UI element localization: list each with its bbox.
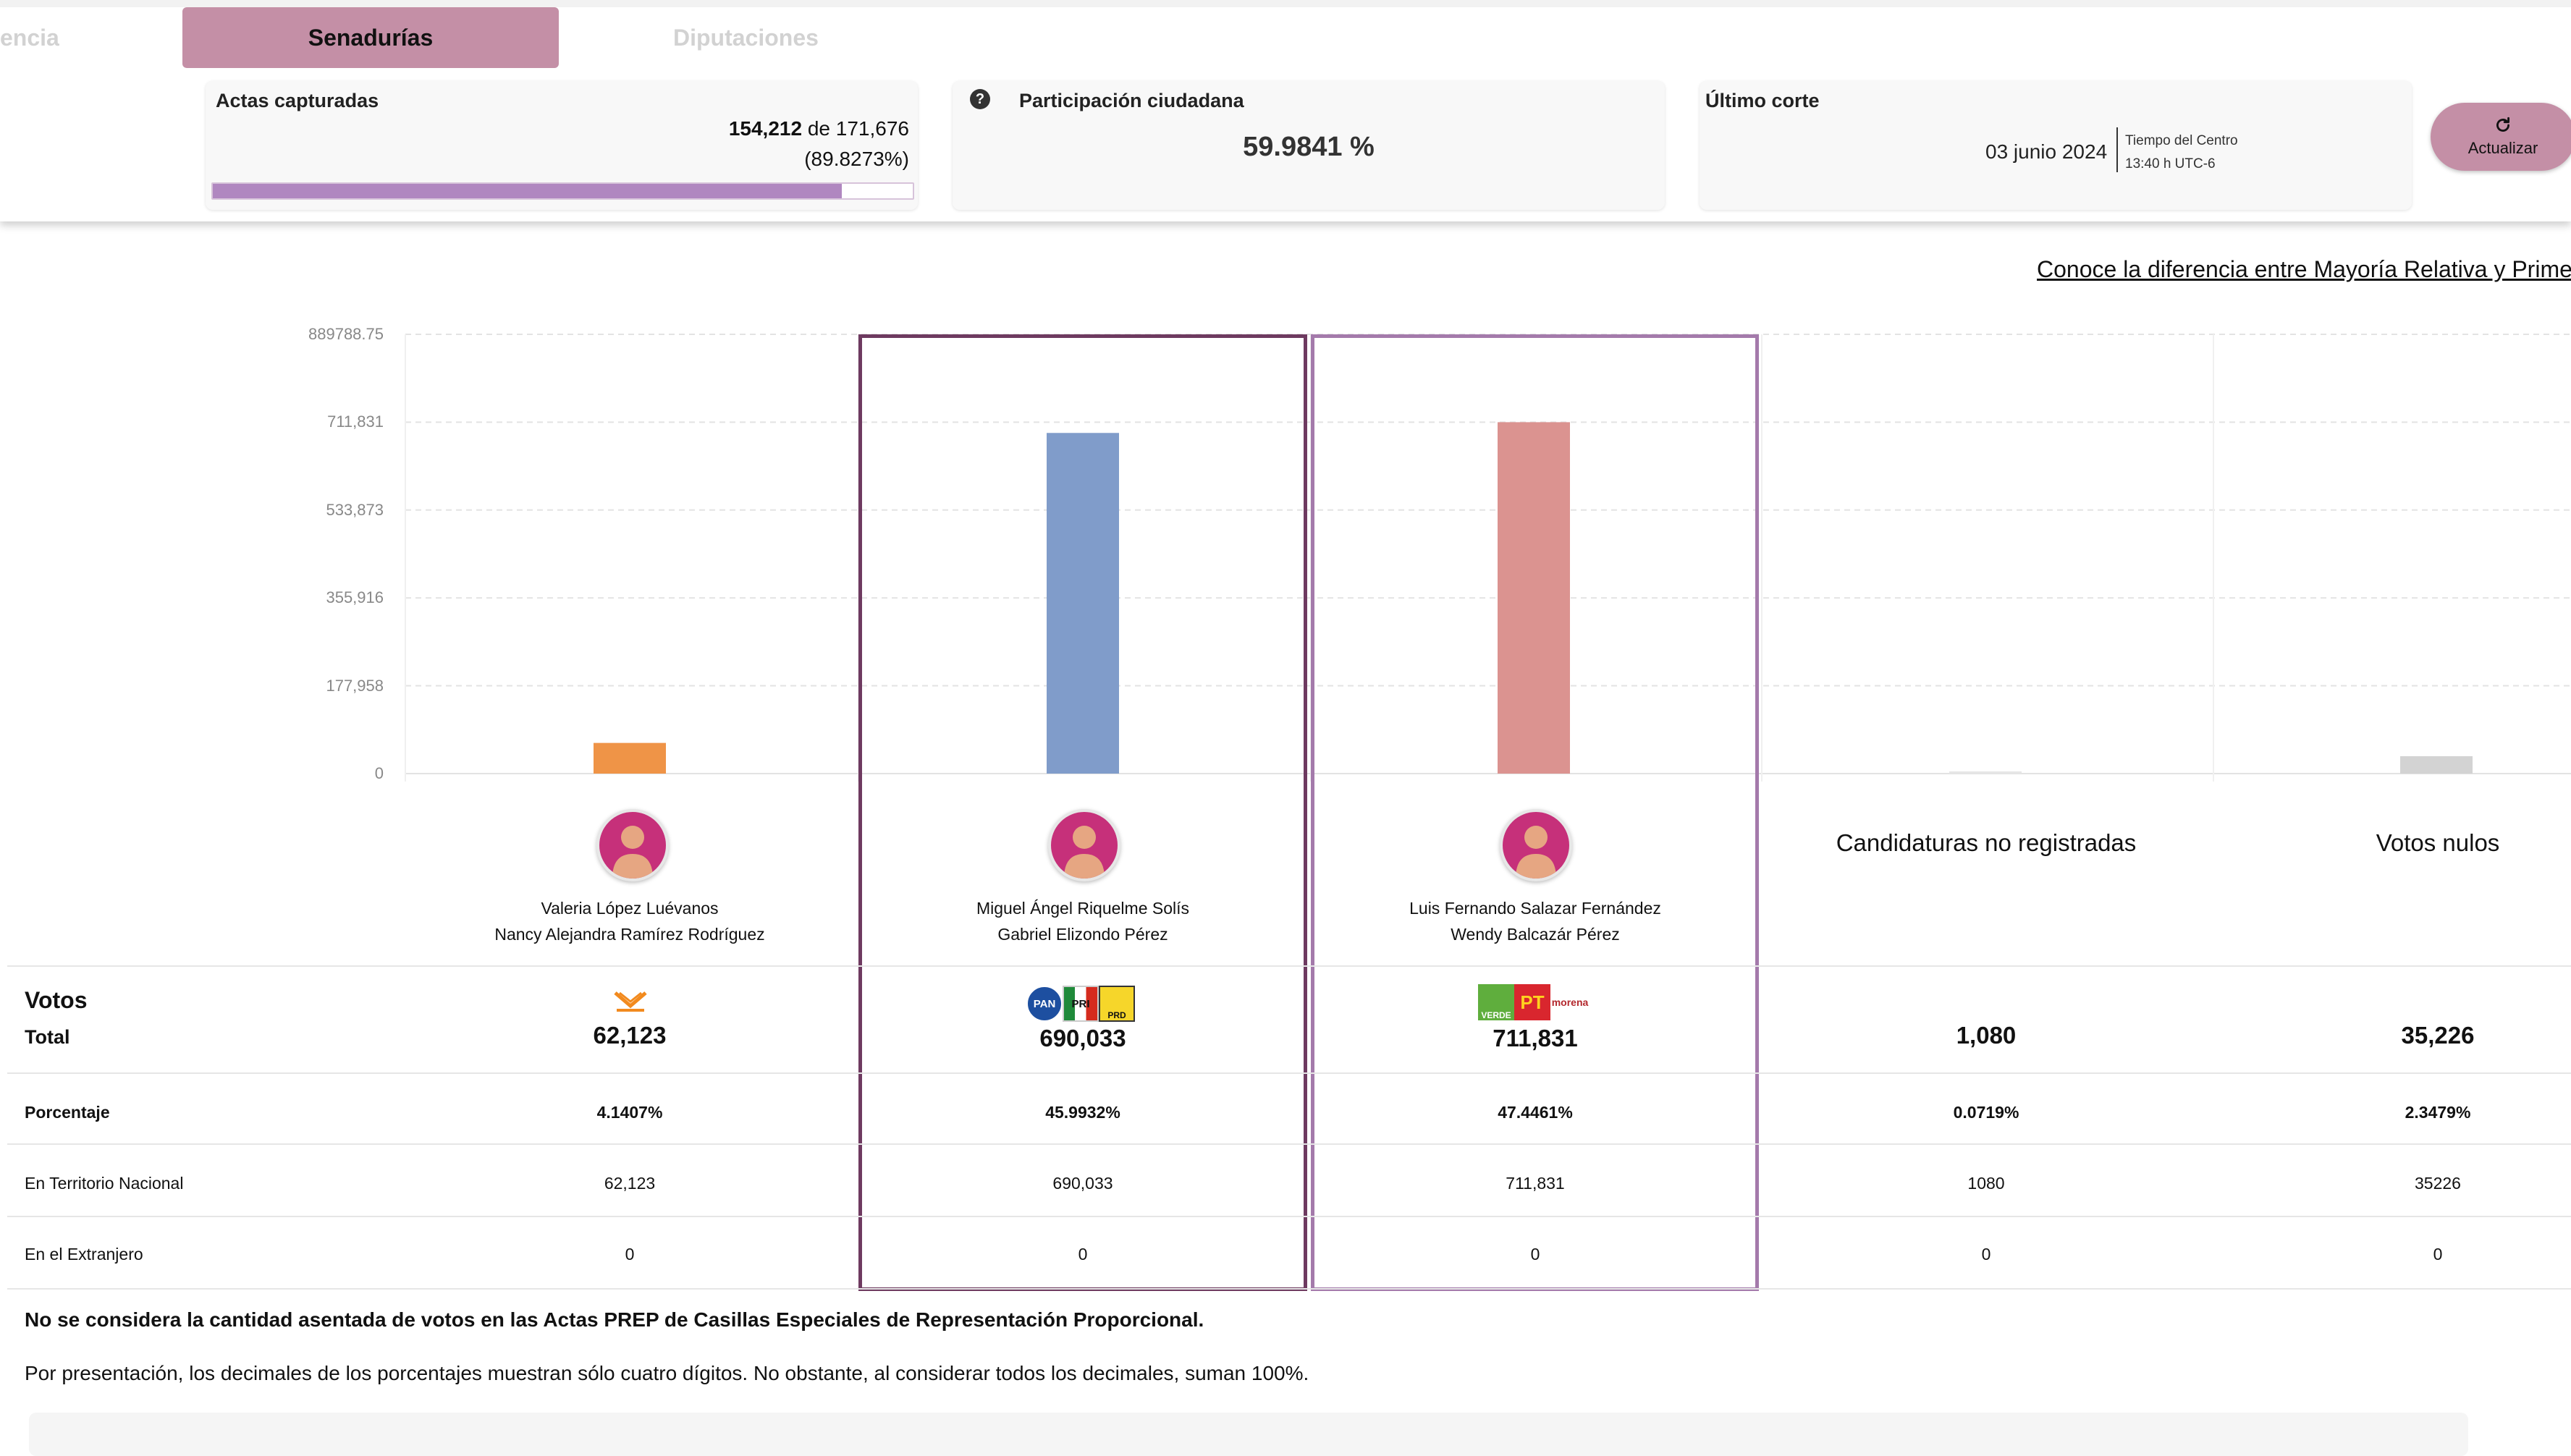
candidate-names-1: Valeria López Luévanos Nancy Alejandra R…	[405, 895, 854, 947]
top-divider	[0, 0, 2571, 7]
extranjero-2: 0	[1078, 1245, 1088, 1264]
last-cut-title: Último corte	[1705, 90, 1820, 111]
results-header: encia Senadurías Diputaciones Actas capt…	[0, 0, 2571, 221]
mayoria-relativa-link[interactable]: Conoce la diferencia entre Mayoría Relat…	[2037, 256, 2571, 282]
actas-progress-bar	[211, 182, 914, 200]
last-cut-divider	[2116, 127, 2118, 172]
chart-bar-3[interactable]	[1498, 422, 1570, 774]
morena-logo: morena	[1551, 996, 1589, 1008]
chart-bar-5[interactable]	[2400, 755, 2473, 774]
chart-bar-1[interactable]	[594, 742, 666, 774]
y-tick-label: 711,831	[327, 412, 384, 431]
coalition-logos-2: PAN PRI PRD	[1026, 986, 1138, 1022]
extranjero-4: 0	[1981, 1245, 1991, 1264]
table-divider	[7, 1072, 2571, 1074]
mc-logo	[612, 989, 649, 1015]
territorio-4: 1080	[1967, 1174, 2005, 1193]
table-divider	[7, 1288, 2571, 1290]
tab-senadurias[interactable]: Senadurías	[182, 7, 559, 68]
territorio-3: 711,831	[1506, 1174, 1565, 1193]
candidate-name-3a: Luis Fernando Salazar Fernández	[1409, 899, 1661, 918]
extranjero-5: 0	[2433, 1245, 2443, 1264]
tz-line1: Tiempo del Centro	[2125, 133, 2238, 148]
table-divider	[7, 965, 2571, 967]
actas-captured: 154,212	[728, 117, 803, 140]
label-total: Total	[25, 1026, 70, 1048]
actas-count: 154,212 de 171,676	[729, 117, 909, 140]
extranjero-1: 0	[625, 1245, 635, 1264]
actas-title: Actas capturadas	[216, 90, 379, 111]
candidate-name-3b: Wendy Balcazár Pérez	[1451, 925, 1620, 944]
candidate-avatar-3	[1500, 809, 1572, 881]
candidate-name-2a: Miguel Ángel Riquelme Solís	[976, 899, 1190, 918]
verde-logo: VERDE	[1478, 984, 1514, 1020]
pan-logo: PAN	[1026, 986, 1063, 1022]
percent-3: 47.4461%	[1498, 1103, 1573, 1122]
y-tick-label: 889788.75	[308, 325, 384, 343]
percent-4: 0.0719%	[1953, 1103, 2019, 1122]
table-divider	[7, 1143, 2571, 1145]
next-section-card	[29, 1413, 2468, 1456]
person-icon	[612, 826, 653, 879]
total-votes-5: 35,226	[2401, 1022, 2475, 1049]
total-votes-4: 1,080	[1956, 1022, 2017, 1049]
candidate-avatar-1	[596, 809, 669, 881]
refresh-icon	[2496, 117, 2509, 132]
category-no-registradas: Candidaturas no registradas	[1836, 829, 2137, 856]
candidate-name-2b: Gabriel Elizondo Pérez	[997, 925, 1168, 944]
actas-progress-fill	[213, 184, 842, 198]
territorio-5: 35226	[2415, 1174, 2461, 1193]
extranjero-3: 0	[1530, 1245, 1540, 1264]
candidate-name-1b: Nancy Alejandra Ramírez Rodríguez	[494, 925, 765, 944]
person-icon	[1516, 826, 1556, 879]
tab-diputaciones[interactable]: Diputaciones	[673, 25, 819, 51]
note-decimales: Por presentación, los decimales de los p…	[25, 1362, 1309, 1384]
category-votos-nulos: Votos nulos	[2376, 829, 2500, 856]
y-tick-label: 533,873	[326, 500, 384, 519]
chart-bar-4[interactable]	[1949, 771, 2022, 774]
actas-of-label: de	[807, 117, 830, 140]
coalition-logos-3: VERDE PT morena	[1478, 984, 1590, 1020]
territorio-1: 62,123	[604, 1174, 656, 1193]
y-tick-label: 177,958	[326, 676, 384, 695]
question-circle-icon[interactable]: ?	[970, 89, 990, 109]
update-button-label: Actualizar	[2467, 139, 2538, 157]
table-divider	[7, 1216, 2571, 1217]
pt-logo: PT	[1514, 984, 1550, 1020]
label-extranjero: En el Extranjero	[25, 1245, 143, 1264]
y-tick-label: 0	[374, 764, 384, 782]
participation-title: Participación ciudadana	[1019, 90, 1244, 111]
participation-value: 59.9841 %	[1243, 132, 1375, 162]
last-cut-date: 03 junio 2024	[1985, 140, 2108, 163]
prd-logo: PRD	[1099, 986, 1135, 1022]
tz-line2: 13:40 h UTC-6	[2125, 156, 2216, 172]
candidate-avatar-2	[1048, 809, 1120, 881]
territorio-2: 690,033	[1052, 1174, 1113, 1193]
tab-presidencia[interactable]: encia	[0, 25, 59, 51]
percent-2: 45.9932%	[1045, 1103, 1120, 1122]
y-tick-label: 355,916	[326, 588, 384, 607]
actas-total: 171,676	[835, 117, 909, 140]
note-especiales: No se considera la cantidad asentada de …	[25, 1308, 1204, 1331]
candidate-names-3: Luis Fernando Salazar Fernández Wendy Ba…	[1311, 895, 1760, 947]
total-votes-2: 690,033	[1039, 1025, 1126, 1051]
total-votes-3: 711,831	[1493, 1025, 1578, 1051]
candidate-names-2: Miguel Ángel Riquelme Solís Gabriel Eliz…	[858, 895, 1307, 947]
label-porcentaje: Porcentaje	[25, 1103, 110, 1122]
update-button[interactable]: Actualizar	[2431, 103, 2571, 171]
chart-bar-2[interactable]	[1047, 433, 1119, 774]
label-territorio: En Territorio Nacional	[25, 1174, 184, 1193]
pri-logo: PRI	[1063, 986, 1099, 1022]
candidate-name-1a: Valeria López Luévanos	[541, 899, 719, 918]
percent-1: 4.1407%	[596, 1103, 663, 1122]
total-votes-1: 62,123	[593, 1022, 667, 1049]
person-icon	[1064, 826, 1105, 879]
participation-card: Participación ciudadana 59.9841 %	[953, 81, 1665, 210]
actas-percent: (89.8273%)	[804, 148, 909, 170]
last-cut-card: Último corte 03 junio 2024 Tiempo del Ce…	[1700, 81, 2412, 210]
percent-5: 2.3479%	[2405, 1103, 2471, 1122]
label-votos: Votos	[25, 987, 88, 1013]
